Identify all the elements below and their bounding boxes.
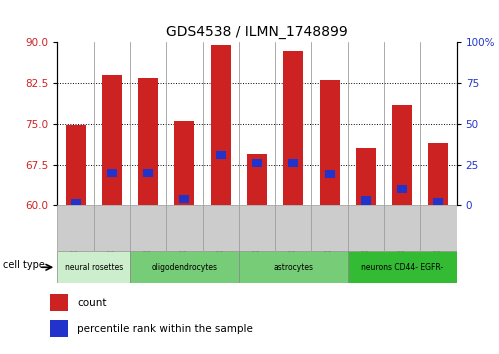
Bar (434, 198, 444, 206)
Bar (361, 196, 371, 205)
Bar (429, 143, 449, 205)
Text: count: count (77, 298, 107, 308)
Bar (283, 51, 303, 205)
Text: oligodendrocytes: oligodendrocytes (151, 263, 218, 272)
FancyBboxPatch shape (57, 251, 130, 283)
Bar (180, 195, 190, 203)
FancyBboxPatch shape (57, 205, 94, 251)
FancyBboxPatch shape (50, 320, 68, 337)
FancyBboxPatch shape (203, 205, 239, 251)
Title: GDS4538 / ILMN_1748899: GDS4538 / ILMN_1748899 (166, 25, 348, 39)
FancyBboxPatch shape (311, 205, 348, 251)
Text: astrocytes: astrocytes (273, 263, 313, 272)
Bar (397, 185, 407, 193)
FancyBboxPatch shape (50, 294, 68, 311)
Bar (65, 125, 85, 205)
Bar (102, 75, 122, 205)
FancyBboxPatch shape (239, 205, 275, 251)
FancyBboxPatch shape (239, 251, 348, 283)
Bar (216, 151, 226, 159)
FancyBboxPatch shape (94, 205, 130, 251)
Bar (107, 169, 117, 177)
Bar (247, 154, 267, 205)
FancyBboxPatch shape (166, 205, 203, 251)
Bar (324, 170, 334, 178)
FancyBboxPatch shape (130, 205, 166, 251)
Bar (138, 78, 158, 205)
Bar (70, 199, 80, 207)
Bar (356, 148, 376, 205)
FancyBboxPatch shape (384, 205, 420, 251)
Bar (319, 80, 339, 205)
FancyBboxPatch shape (348, 251, 457, 283)
Bar (288, 159, 298, 167)
Bar (211, 45, 231, 205)
Bar (143, 169, 153, 177)
FancyBboxPatch shape (275, 205, 311, 251)
Text: cell type: cell type (3, 260, 45, 270)
Text: neural rosettes: neural rosettes (64, 263, 123, 272)
Bar (392, 105, 412, 205)
Text: percentile rank within the sample: percentile rank within the sample (77, 324, 253, 334)
Text: neurons CD44- EGFR-: neurons CD44- EGFR- (361, 263, 443, 272)
FancyBboxPatch shape (130, 251, 239, 283)
FancyBboxPatch shape (420, 205, 457, 251)
FancyBboxPatch shape (348, 205, 384, 251)
Bar (175, 121, 195, 205)
Bar (252, 159, 262, 167)
